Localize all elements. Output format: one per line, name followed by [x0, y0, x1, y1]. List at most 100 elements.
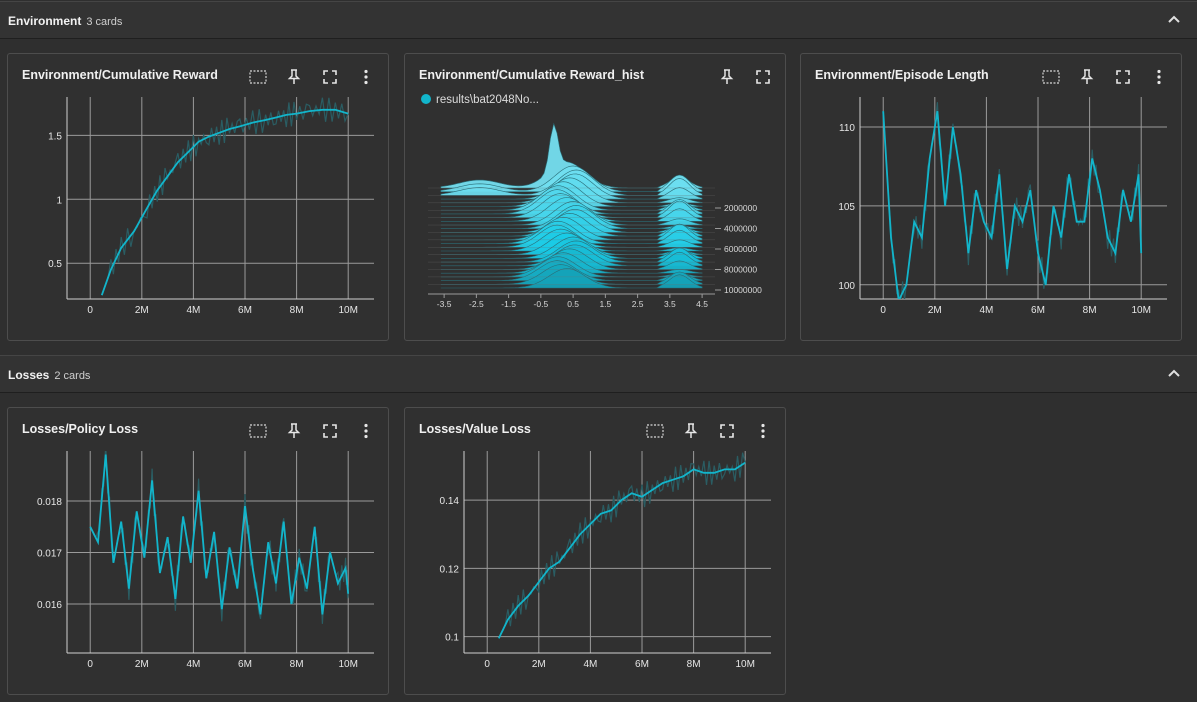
fullscreen-icon[interactable]	[1114, 68, 1132, 86]
chevron-up-icon[interactable]	[1167, 366, 1181, 380]
more-vert-icon[interactable]	[357, 68, 375, 86]
pin-icon[interactable]	[285, 68, 303, 86]
card-title: Environment/Episode Length	[815, 68, 989, 82]
x-tick-label: 8M	[290, 305, 304, 316]
fullscreen-icon[interactable]	[754, 68, 772, 86]
section-title: Environment 3 cards	[8, 14, 122, 28]
series-raw-line	[498, 452, 746, 639]
x-tick-label: 8M	[1083, 305, 1097, 316]
y-tick-label: 0.14	[440, 496, 460, 507]
y-tick-label: 1	[56, 195, 62, 206]
chevron-up-icon[interactable]	[1167, 12, 1181, 26]
y-tick-label: 1.5	[48, 131, 62, 142]
y-tick-label: 0.018	[37, 497, 62, 508]
section-card-count: 3 cards	[86, 16, 123, 28]
x-tick-label: 8M	[290, 659, 304, 670]
card-title: Losses/Value Loss	[419, 422, 531, 436]
pin-icon[interactable]	[285, 422, 303, 440]
card-value-loss: Losses/Value Loss 0 2M 4M 6M 8M 10M 0.1 0.12 0.1…	[404, 407, 786, 695]
card-title: Losses/Policy Loss	[22, 422, 139, 436]
y-tick-label: 8000000	[724, 265, 757, 275]
x-tick-label: 4.5	[696, 299, 708, 309]
fit-domain-icon[interactable]	[646, 422, 664, 440]
pin-icon[interactable]	[1078, 68, 1096, 86]
y-tick-label: 4000000	[724, 224, 757, 234]
card-cumulative-reward: Environment/Cumulative Reward 0 2M 4M 6M 8M 1…	[7, 53, 389, 341]
x-tick-label: 2M	[135, 659, 149, 670]
x-tick-label: 4M	[186, 305, 200, 316]
x-tick-label: 8M	[687, 659, 701, 670]
y-tick-label: 10000000	[724, 285, 762, 295]
more-vert-icon[interactable]	[357, 422, 375, 440]
x-tick-label: 4M	[186, 659, 200, 670]
x-tick-label: -1.5	[501, 299, 516, 309]
section-title-text: Environment	[8, 14, 82, 28]
x-tick-label: 0	[484, 659, 490, 670]
section-header-losses: Losses 2 cards	[0, 355, 1197, 393]
x-tick-label: 2M	[532, 659, 546, 670]
x-tick-label: 2M	[928, 305, 942, 316]
series-line[interactable]	[100, 108, 349, 296]
section-title-text: Losses	[8, 368, 50, 382]
x-tick-label: -2.5	[469, 299, 484, 309]
x-tick-label: 0	[880, 305, 886, 316]
fullscreen-icon[interactable]	[321, 68, 339, 86]
legend-swatch	[421, 94, 431, 104]
fullscreen-icon[interactable]	[718, 422, 736, 440]
x-tick-label: 2.5	[632, 299, 644, 309]
series-line[interactable]	[89, 454, 350, 615]
y-tick-label: 0.016	[37, 600, 62, 611]
series-raw-line	[89, 451, 349, 624]
series-line[interactable]	[882, 111, 1143, 300]
x-tick-label: 1.5	[599, 299, 611, 309]
policy-loss-chart[interactable]: 0 2M 4M 6M 8M 10M 0.016 0.017 0.018	[8, 408, 390, 696]
x-tick-label: 6M	[238, 305, 252, 316]
x-tick-label: 3.5	[664, 299, 676, 309]
card-episode-length: Environment/Episode Length 0 2M 4M 6M 8M 10M 1…	[800, 53, 1182, 341]
hist-ridge	[440, 268, 703, 289]
series-line[interactable]	[497, 461, 746, 639]
legend-label: results\bat2048No...	[436, 94, 539, 106]
episode-length-chart[interactable]: 0 2M 4M 6M 8M 10M 100 105 110	[801, 54, 1183, 342]
x-tick-label: 10M	[338, 659, 357, 670]
card-policy-loss: Losses/Policy Loss 0 2M 4M 6M 8M 10M 0.016 0.01…	[7, 407, 389, 695]
x-tick-label: 6M	[635, 659, 649, 670]
pin-icon[interactable]	[682, 422, 700, 440]
x-tick-label: -3.5	[437, 299, 452, 309]
x-tick-label: 0	[87, 305, 93, 316]
series-raw-line	[101, 97, 349, 296]
y-tick-label: 0.12	[440, 564, 460, 575]
more-vert-icon[interactable]	[754, 422, 772, 440]
y-tick-label: 110	[839, 123, 855, 134]
x-tick-label: 10M	[735, 659, 754, 670]
y-tick-label: 0.5	[48, 259, 62, 270]
x-tick-label: 4M	[979, 305, 993, 316]
x-tick-label: 2M	[135, 305, 149, 316]
cumulative-reward-hist-chart[interactable]: -3.5 -2.5 -1.5 -0.5 0.5 1.5 2.5 3.5 4.5 2000000 40…	[405, 54, 787, 342]
x-tick-label: -0.5	[534, 299, 549, 309]
y-tick-label: 105	[838, 202, 855, 213]
card-title: Environment/Cumulative Reward_hist	[419, 68, 645, 82]
y-tick-label: 0.1	[445, 633, 459, 644]
fit-domain-icon[interactable]	[249, 422, 267, 440]
y-tick-label: 6000000	[724, 244, 757, 254]
fit-domain-icon[interactable]	[249, 68, 267, 86]
value-loss-chart[interactable]: 0 2M 4M 6M 8M 10M 0.1 0.12 0.14	[405, 408, 787, 696]
card-cumulative-reward-hist: Environment/Cumulative Reward_hist resul…	[404, 53, 786, 341]
x-tick-label: 0.5	[567, 299, 579, 309]
legend: results\bat2048No...	[421, 94, 539, 106]
cumulative-reward-chart[interactable]: 0 2M 4M 6M 8M 10M 0.5 1 1.5	[8, 54, 390, 342]
section-card-count: 2 cards	[54, 370, 91, 382]
x-tick-label: 6M	[1031, 305, 1045, 316]
section-title: Losses 2 cards	[8, 368, 90, 382]
x-tick-label: 0	[87, 659, 93, 670]
y-tick-label: 0.017	[37, 549, 62, 560]
more-vert-icon[interactable]	[1150, 68, 1168, 86]
y-tick-label: 100	[838, 281, 855, 292]
fit-domain-icon[interactable]	[1042, 68, 1060, 86]
section-header-environment: Environment 3 cards	[0, 1, 1197, 39]
fullscreen-icon[interactable]	[321, 422, 339, 440]
x-tick-label: 4M	[583, 659, 597, 670]
pin-icon[interactable]	[718, 68, 736, 86]
x-tick-label: 6M	[238, 659, 252, 670]
